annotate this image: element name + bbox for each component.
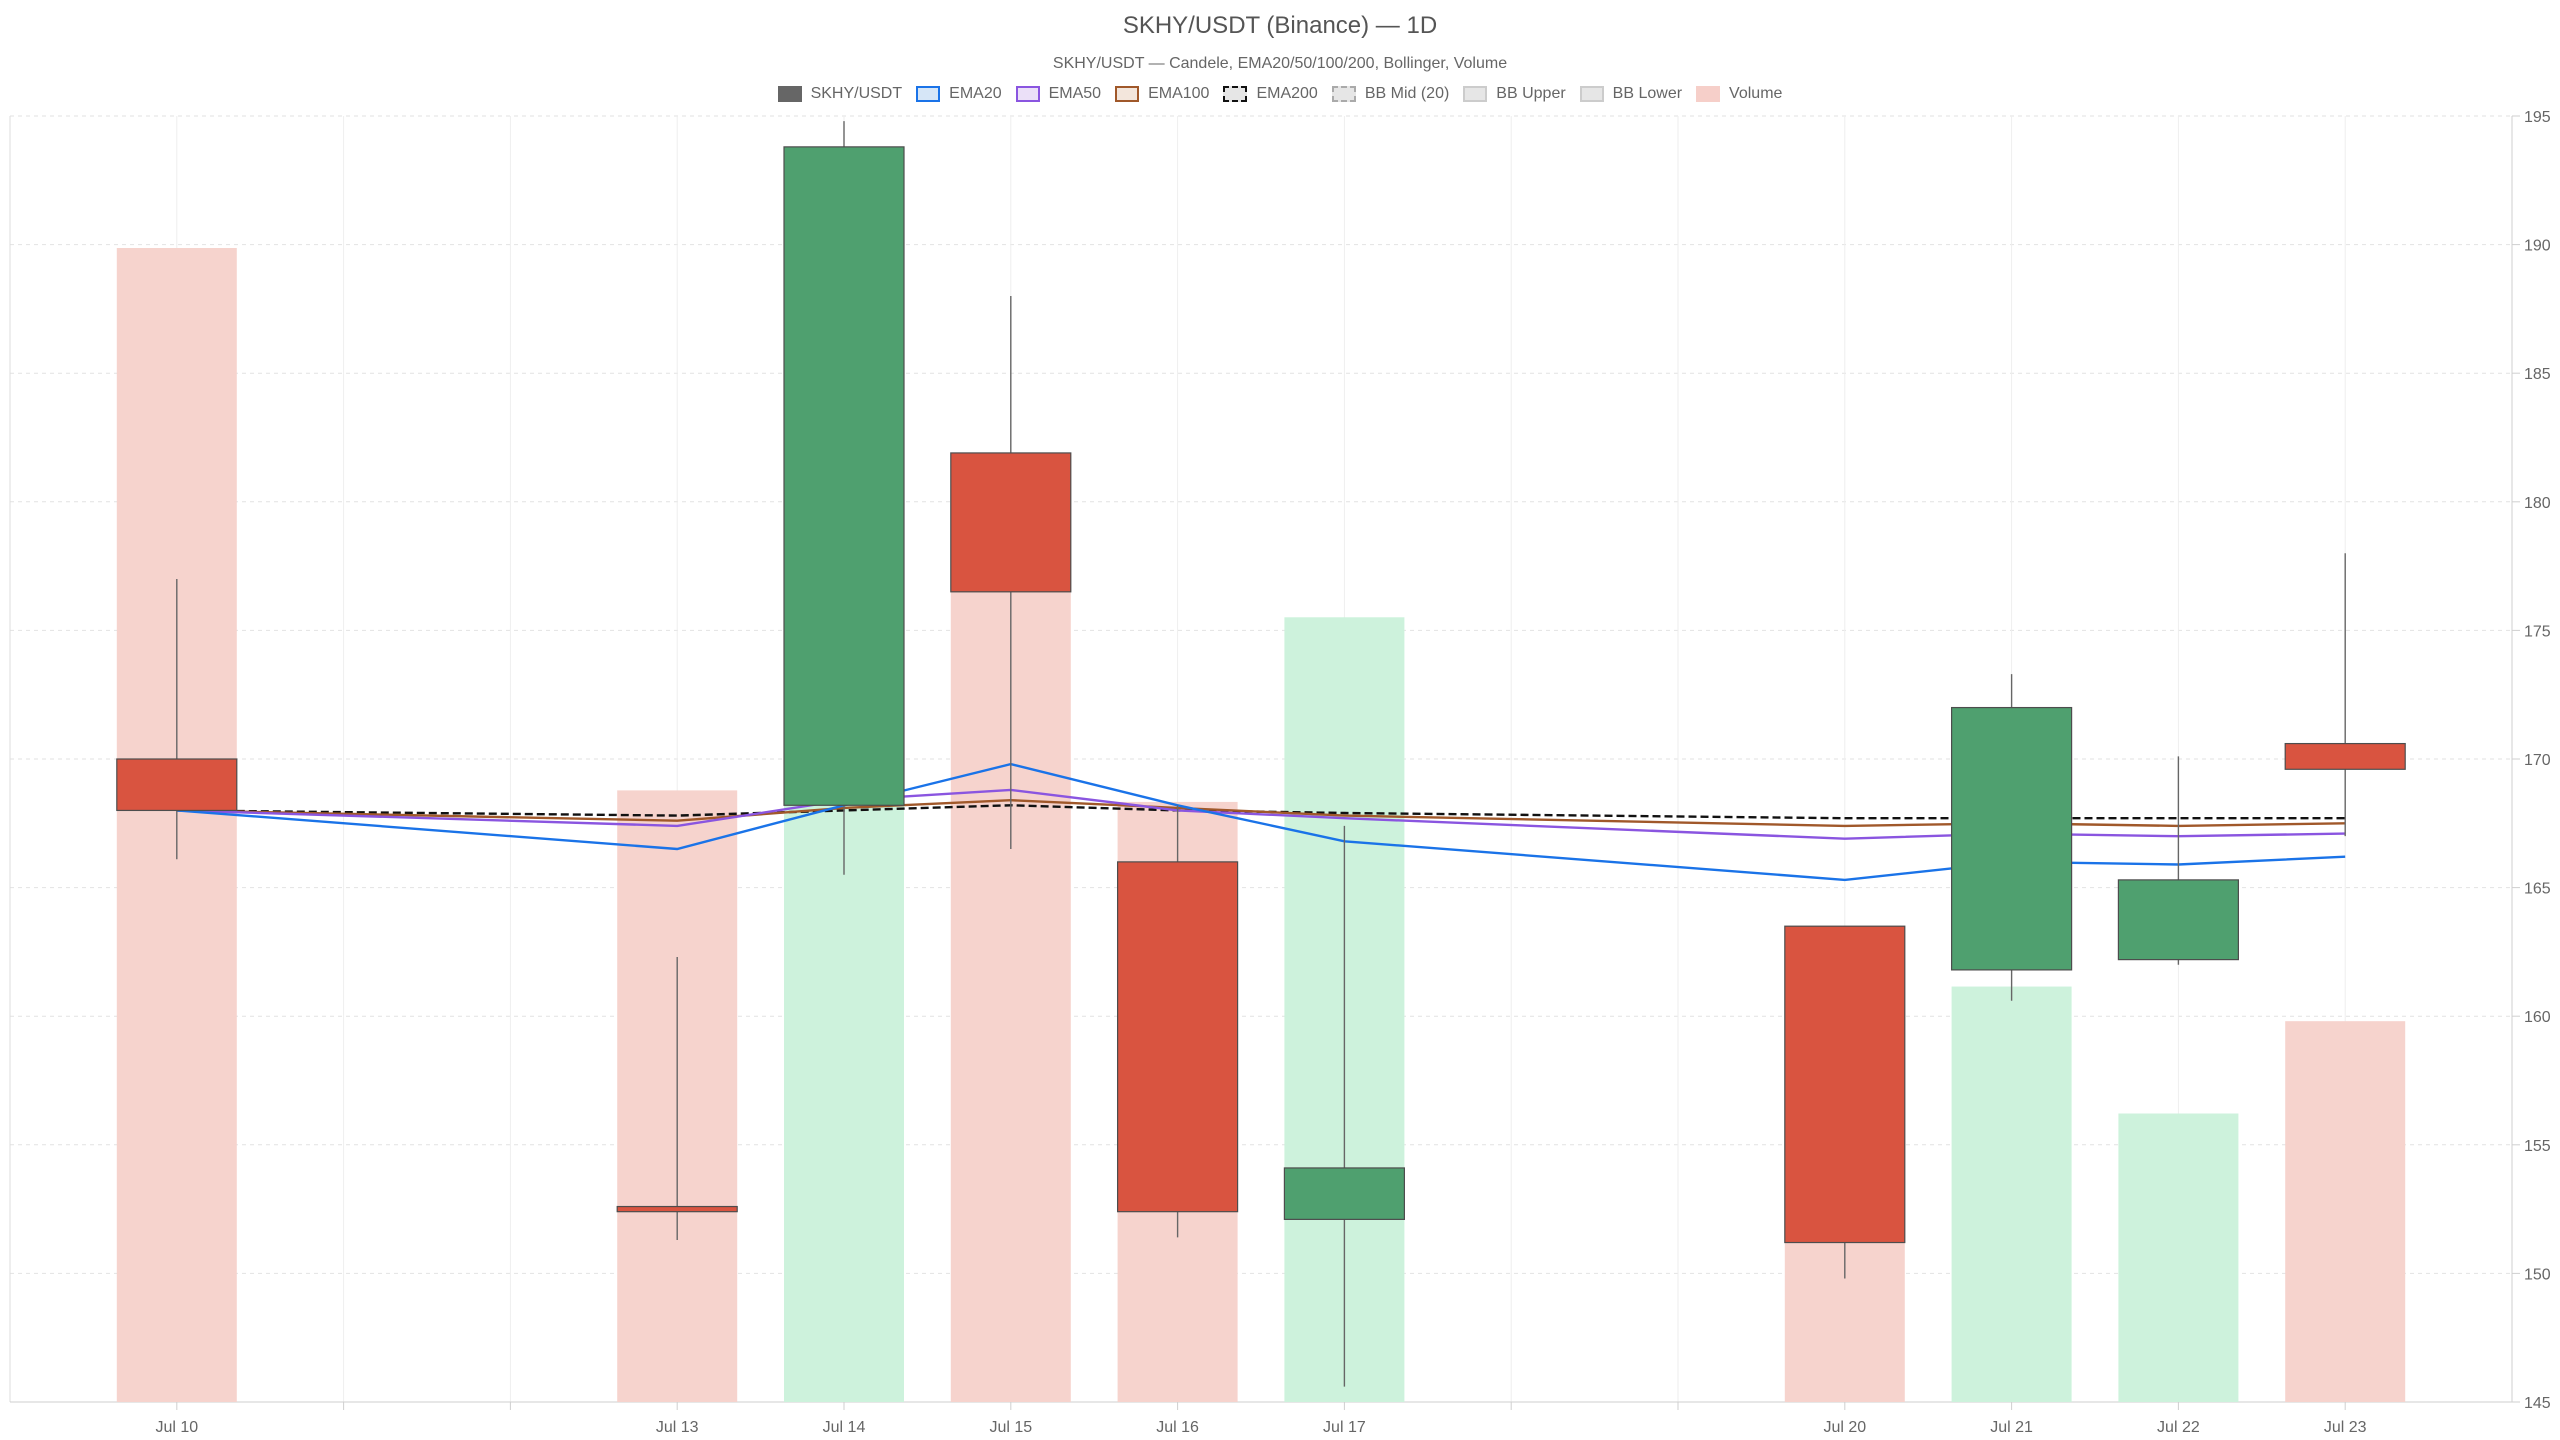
legend-item[interactable]: EMA20 (916, 85, 1002, 103)
chart-title: SKHY/USDT (Binance) — 1D (1122, 12, 1438, 39)
legend-label: BB Mid (20) (1364, 85, 1450, 102)
x-tick-label: Jul 14 (823, 1419, 866, 1436)
legend-swatch (1696, 86, 1721, 102)
candle-body (783, 146, 905, 806)
x-tick-label: Jul 21 (1990, 1419, 2033, 1436)
x-tick-label: Jul 22 (2157, 1419, 2200, 1436)
legend-swatch (1463, 86, 1488, 102)
legend-item[interactable]: EMA50 (1015, 85, 1102, 103)
candle-body (616, 1205, 738, 1213)
legend-swatch (1223, 86, 1248, 102)
y-tick-label: 180 (2524, 495, 2551, 512)
x-tick-label: Jul 10 (155, 1419, 198, 1436)
chart-subtitle: SKHY/USDT — Candele, EMA20/50/100/200, B… (1052, 55, 1508, 72)
candle-body (1784, 925, 1906, 1244)
ema50-line (176, 788, 2346, 840)
legend-swatch (1579, 86, 1604, 102)
legend-item[interactable]: SKHY/USDT (777, 85, 903, 103)
y-tick-label: 155 (2524, 1138, 2551, 1155)
legend-item[interactable]: EMA200 (1223, 85, 1318, 103)
volume-bar (2118, 1113, 2239, 1402)
chart-legend: SKHY/USDT EMA20 EMA50 EMA100 EMA200 BB Mid (2… (0, 85, 2560, 103)
y-tick-label: 170 (2524, 752, 2551, 769)
candle-body (2284, 742, 2406, 770)
y-tick-label: 150 (2524, 1266, 2551, 1283)
legend-swatch (1015, 86, 1040, 102)
legend-swatch (1331, 86, 1356, 102)
legend-swatch (916, 86, 941, 102)
legend-label: EMA100 (1148, 85, 1210, 102)
legend-label: Volume (1729, 85, 1783, 102)
y-tick-label: 195 (2524, 109, 2551, 126)
candle-body (2117, 879, 2239, 961)
candle-body (1950, 706, 2073, 971)
x-tick-label: Jul 16 (1156, 1419, 1199, 1436)
x-tick-label: Jul 23 (2324, 1419, 2367, 1436)
y-tick-label: 185 (2524, 366, 2551, 383)
legend-item[interactable]: Volume (1696, 85, 1782, 103)
legend-label: EMA20 (949, 85, 1002, 102)
legend-label: EMA50 (1048, 85, 1102, 102)
legend-item[interactable]: BB Mid (20) (1331, 85, 1450, 103)
legend-item[interactable]: EMA100 (1115, 85, 1209, 103)
y-tick-label: 145 (2524, 1395, 2551, 1412)
ema100-line (176, 798, 2346, 828)
y-tick-label: 165 (2524, 881, 2551, 898)
candle-body (950, 452, 1072, 593)
y-tick-label: 175 (2524, 623, 2551, 640)
x-tick-label: Jul 15 (989, 1419, 1032, 1436)
volume-bar (2285, 1021, 2406, 1402)
y-tick-label: 190 (2524, 238, 2551, 255)
candle-body (116, 758, 238, 812)
legend-label: EMA200 (1256, 85, 1318, 102)
x-tick-label: Jul 20 (1823, 1419, 1866, 1436)
x-tick-label: Jul 17 (1323, 1419, 1366, 1436)
legend-item[interactable]: BB Lower (1579, 85, 1683, 103)
y-tick-label: 160 (2524, 1009, 2551, 1026)
legend-label: SKHY/USDT (810, 85, 903, 102)
legend-label: BB Upper (1496, 85, 1566, 102)
legend-item[interactable]: BB Upper (1463, 85, 1566, 103)
legend-label: BB Lower (1612, 85, 1683, 102)
candle-body (1116, 861, 1239, 1213)
x-tick-label: Jul 13 (656, 1419, 699, 1436)
ema20-line (176, 762, 2346, 882)
candle-body (1283, 1167, 1406, 1220)
legend-swatch (777, 86, 802, 102)
volume-bar (1951, 986, 2072, 1402)
legend-swatch (1115, 86, 1140, 102)
